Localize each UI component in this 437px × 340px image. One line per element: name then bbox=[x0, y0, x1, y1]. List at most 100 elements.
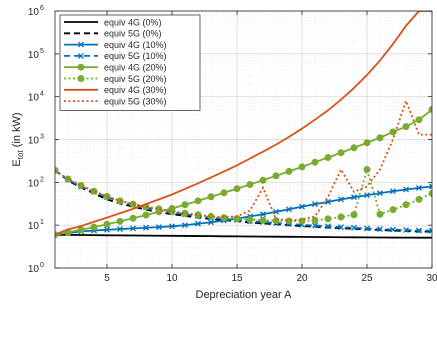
x-tick-label: 5 bbox=[104, 273, 110, 284]
data-point-marker bbox=[285, 167, 293, 175]
data-point-marker bbox=[416, 227, 422, 234]
x-tick-label: 10 bbox=[166, 273, 178, 284]
data-point-marker bbox=[142, 211, 150, 219]
data-point-marker bbox=[376, 134, 384, 142]
y-tick-label: 10 bbox=[28, 264, 40, 275]
data-point-marker bbox=[143, 224, 149, 231]
data-point-marker bbox=[364, 225, 370, 232]
data-point-marker bbox=[350, 144, 358, 152]
data-point-marker bbox=[416, 184, 422, 191]
data-point-marker bbox=[351, 194, 357, 201]
data-point-marker bbox=[129, 200, 137, 208]
y-tick-label: 10 bbox=[28, 178, 40, 189]
data-point-marker bbox=[273, 208, 279, 215]
data-point-marker bbox=[207, 193, 215, 201]
data-point-marker bbox=[272, 172, 280, 180]
legend-label: equiv 5G (30%) bbox=[104, 96, 167, 106]
series-layer bbox=[55, 11, 432, 239]
data-point-marker bbox=[246, 216, 254, 224]
data-point-marker bbox=[299, 203, 305, 210]
data-point-marker bbox=[103, 192, 111, 200]
data-point-marker bbox=[311, 158, 319, 166]
data-point-marker bbox=[169, 223, 175, 230]
series-line bbox=[55, 185, 432, 236]
data-point-marker bbox=[338, 224, 344, 231]
data-point-marker bbox=[182, 222, 188, 229]
legend-label: equiv 5G (10%) bbox=[104, 51, 167, 61]
series-line bbox=[55, 233, 432, 239]
data-point-marker bbox=[390, 188, 396, 195]
data-point-marker bbox=[195, 220, 201, 227]
data-point-marker bbox=[259, 216, 267, 224]
data-point-marker bbox=[117, 226, 123, 233]
data-point-marker bbox=[181, 201, 189, 209]
legend-entry: equiv 4G (10%) bbox=[64, 40, 167, 50]
data-point-marker bbox=[364, 192, 370, 199]
legend-label: equiv 4G (0%) bbox=[104, 17, 162, 27]
data-point-marker bbox=[377, 226, 383, 233]
data-point-marker bbox=[77, 226, 85, 234]
series-1 bbox=[55, 233, 432, 239]
legend-label: equiv 4G (30%) bbox=[104, 85, 167, 95]
data-point-marker bbox=[428, 106, 432, 114]
series-7 bbox=[55, 11, 432, 236]
data-point-marker bbox=[363, 139, 371, 147]
legend-marker bbox=[78, 52, 84, 59]
data-point-marker bbox=[390, 226, 396, 233]
x-tick-label: 15 bbox=[231, 273, 243, 284]
legend-entry: equiv 5G (20%) bbox=[64, 74, 167, 84]
x-tick-label: 30 bbox=[426, 273, 437, 284]
y-tick-exponent: 0 bbox=[40, 262, 44, 269]
x-tick-label: 25 bbox=[361, 273, 373, 284]
legend-label: equiv 5G (0%) bbox=[104, 29, 162, 39]
data-point-marker bbox=[403, 186, 409, 193]
data-point-marker bbox=[429, 227, 432, 234]
y-tick-label: 10 bbox=[28, 93, 40, 104]
data-point-marker bbox=[350, 211, 358, 219]
legend-label: equiv 4G (10%) bbox=[104, 40, 167, 50]
legend-entry: equiv 5G (0%) bbox=[64, 29, 162, 39]
y-axis-label: Etot (in kW) bbox=[11, 112, 25, 166]
legend-marker bbox=[77, 63, 85, 71]
x-tick-label: 20 bbox=[296, 273, 308, 284]
data-point-marker bbox=[429, 183, 432, 190]
x-axis-ticks: 5 10 15 20 25 30 bbox=[104, 11, 437, 284]
y-axis-label-subscript: tot bbox=[16, 150, 25, 160]
y-tick-exponent: 4 bbox=[40, 91, 44, 98]
data-point-marker bbox=[103, 220, 111, 228]
data-point-marker bbox=[415, 116, 423, 124]
legend-label: equiv 4G (20%) bbox=[104, 63, 167, 73]
data-point-marker bbox=[194, 197, 202, 205]
y-tick-label: 10 bbox=[28, 7, 40, 18]
legend-entry: equiv 5G (30%) bbox=[64, 96, 167, 106]
data-point-marker bbox=[129, 214, 137, 222]
y-tick-exponent: 3 bbox=[40, 134, 44, 141]
data-point-marker bbox=[415, 195, 423, 203]
series-line bbox=[55, 11, 432, 236]
data-point-marker bbox=[324, 153, 332, 161]
y-tick-exponent: 1 bbox=[40, 219, 44, 226]
data-point-marker bbox=[90, 223, 98, 231]
legend-box bbox=[59, 14, 201, 111]
data-point-marker bbox=[130, 225, 136, 232]
data-point-marker bbox=[64, 175, 72, 183]
series-line bbox=[55, 98, 432, 222]
data-point-marker bbox=[325, 223, 331, 230]
data-point-marker bbox=[337, 149, 345, 157]
data-point-marker bbox=[116, 217, 124, 225]
series-8 bbox=[55, 98, 432, 222]
y-axis-label-main: E bbox=[11, 159, 23, 166]
legend-entry: equiv 4G (0%) bbox=[64, 17, 162, 27]
y-tick-exponent: 2 bbox=[40, 176, 44, 183]
data-point-marker bbox=[208, 219, 214, 226]
y-tick-exponent: 5 bbox=[40, 48, 44, 55]
legend: equiv 4G (0%) equiv 5G (0%)equiv 4G (10%)… bbox=[59, 14, 201, 111]
legend-entry: equiv 4G (20%) bbox=[64, 63, 167, 73]
y-axis-label-unit: (in kW) bbox=[11, 112, 23, 150]
data-point-marker bbox=[402, 123, 410, 131]
data-point-marker bbox=[363, 165, 371, 173]
legend-entry: equiv 4G (30%) bbox=[64, 85, 167, 95]
data-point-marker bbox=[389, 206, 397, 214]
data-point-marker bbox=[428, 189, 432, 197]
